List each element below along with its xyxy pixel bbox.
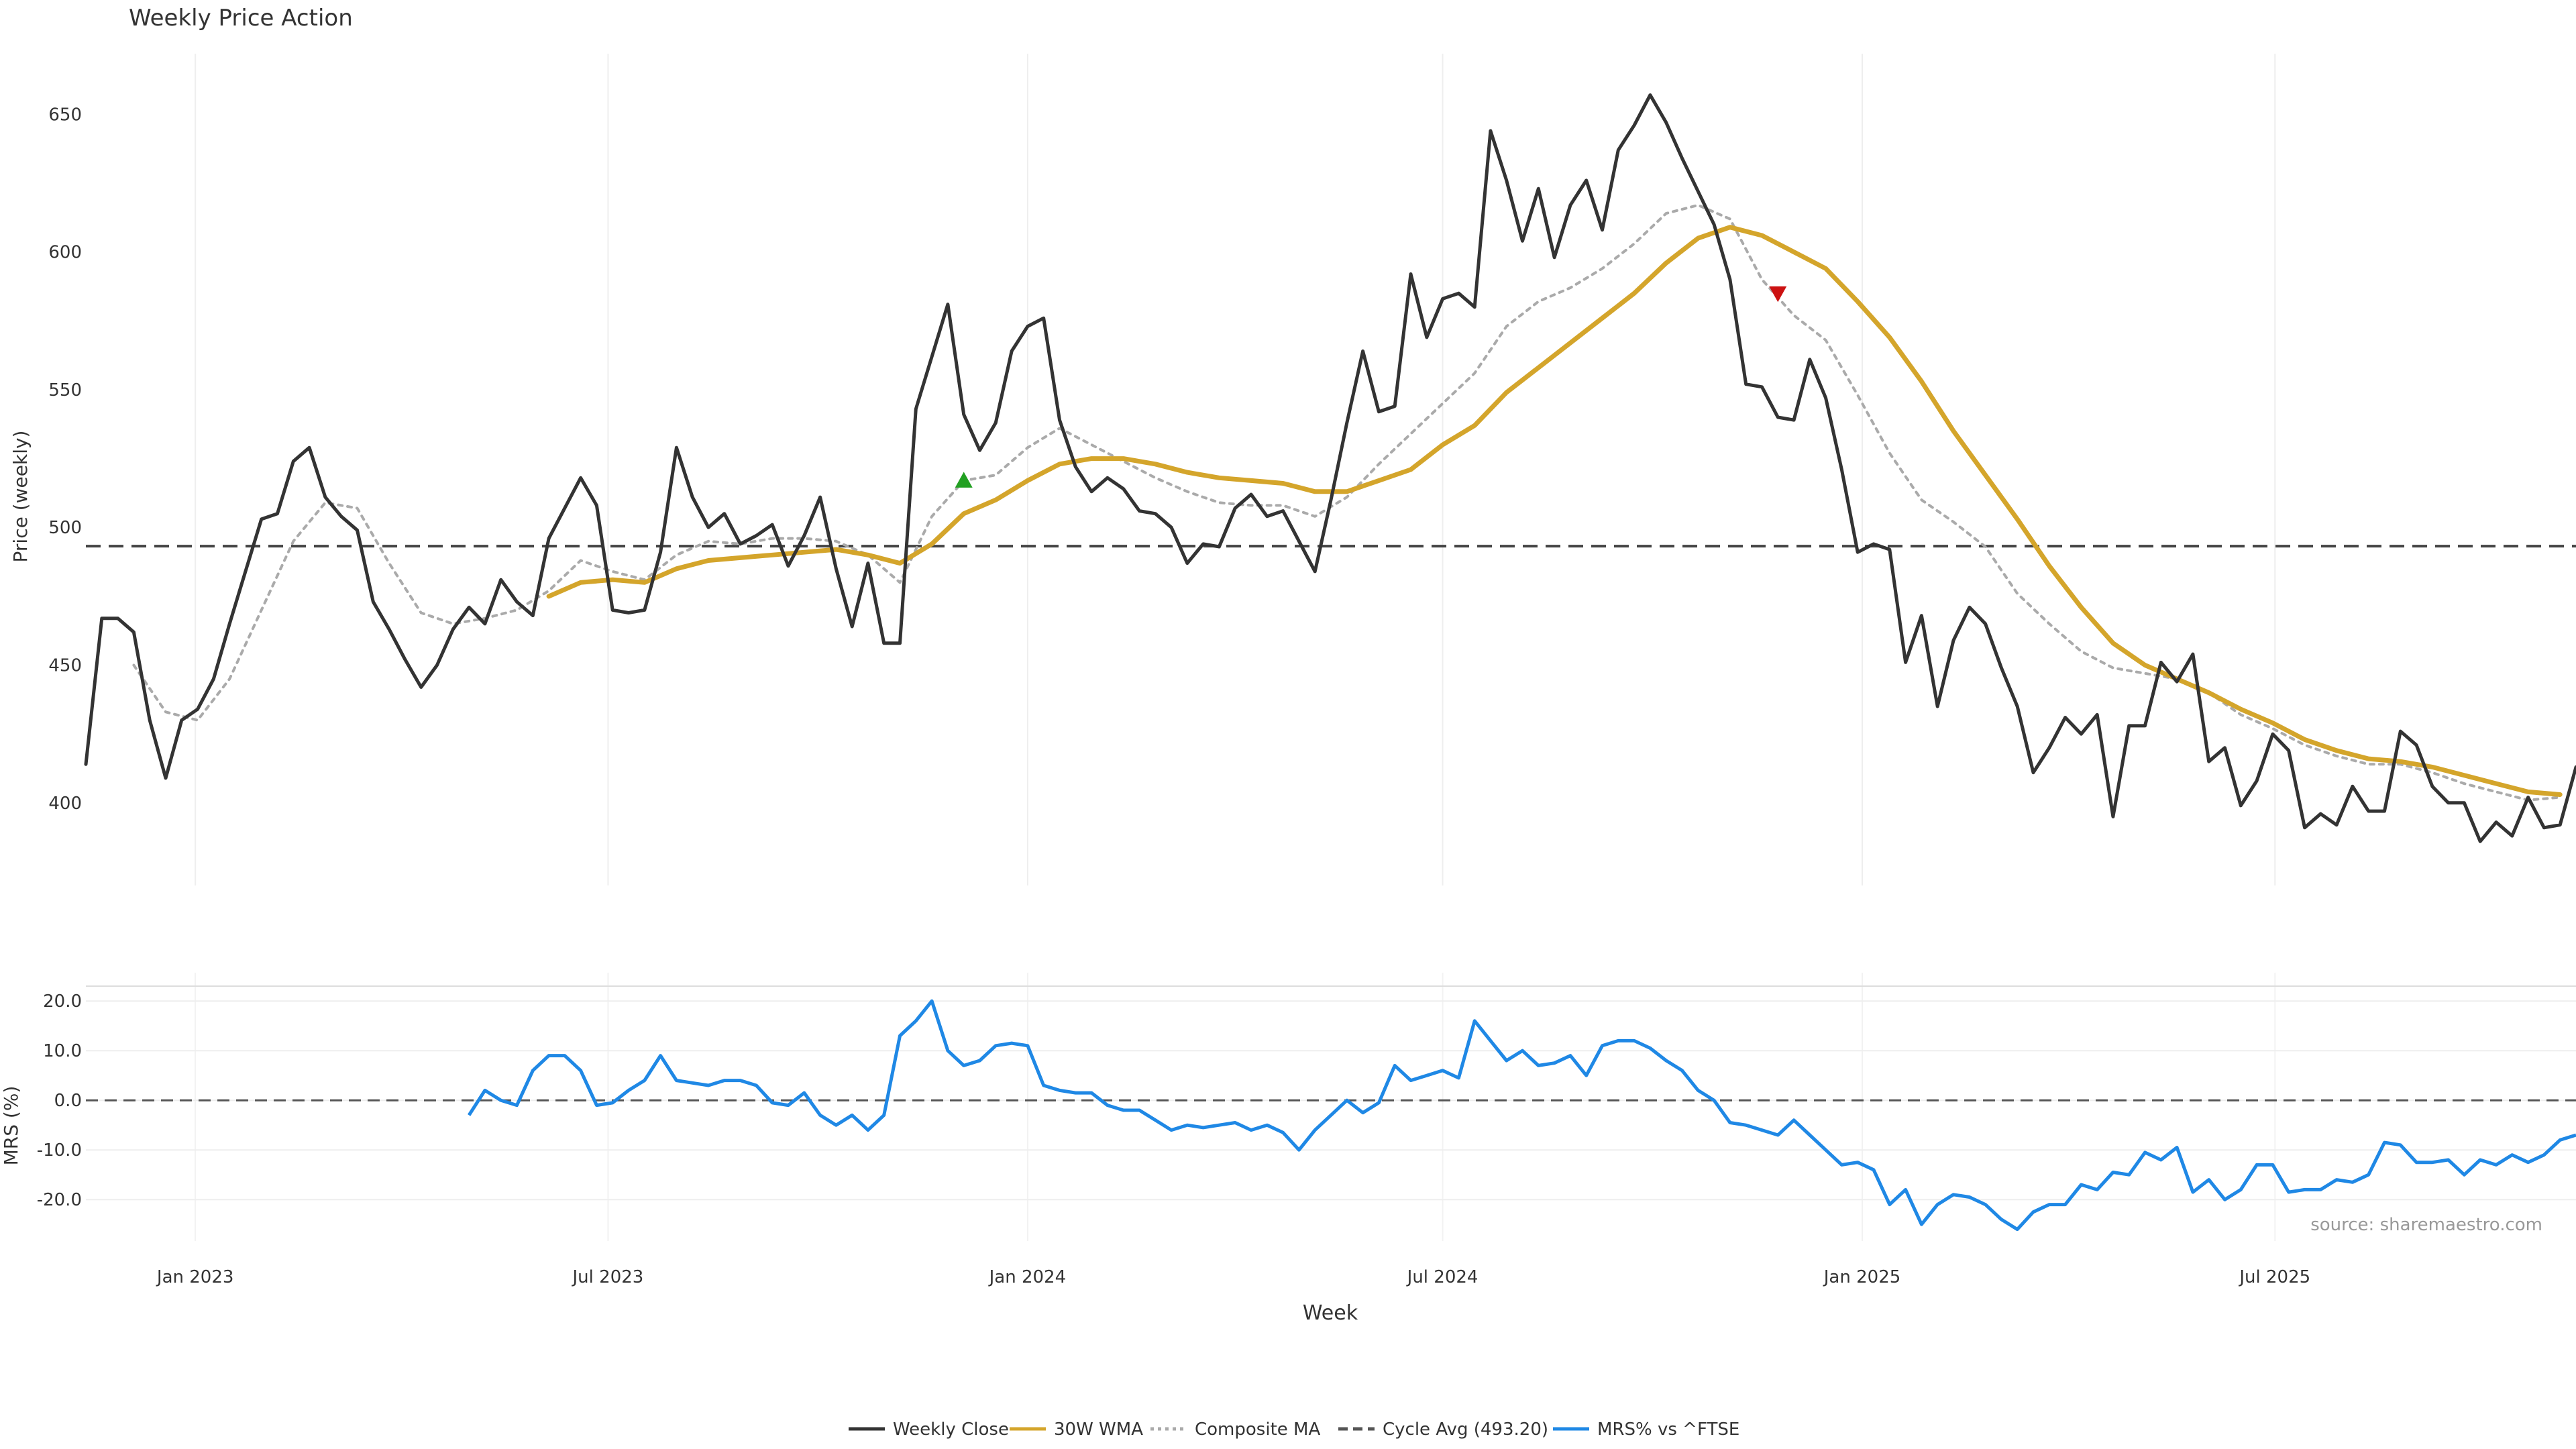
mrs-y-axis: 20.0 10.0 0.0 -10.0 -20.0 [37, 991, 82, 1210]
mrs-y-tick-4: -20.0 [37, 1190, 82, 1210]
x-tick-label-5: Jul 2025 [2238, 1267, 2310, 1287]
signal-markers [955, 286, 1787, 488]
legend: Weekly Close 30W WMA Composite MA Cycle Avg… [849, 1419, 1739, 1440]
price-y-tick-1: 450 [48, 656, 82, 676]
mrs-y-tick-3: -10.0 [37, 1140, 82, 1161]
sell-signal-marker [1769, 286, 1787, 303]
x-tick-label-4: Jan 2025 [1823, 1267, 1901, 1287]
chart-title: Weekly Price Action [129, 5, 353, 32]
source-note: source: sharemaestro.com [2310, 1215, 2542, 1235]
legend-label-3: Cycle Avg (493.20) [1383, 1419, 1548, 1440]
price-y-tick-3: 550 [48, 380, 82, 400]
weekly-close-line [84, 93, 2576, 843]
price-y-tick-2: 500 [48, 518, 82, 538]
grid-lines [86, 54, 2576, 1241]
price-y-axis: 400 450 500 550 600 650 [48, 105, 82, 813]
mrs-line [467, 999, 2576, 1232]
mrs-y-tick-2: 0.0 [54, 1091, 82, 1111]
30w-wma-line [546, 225, 2563, 797]
x-tick-label-0: Jan 2023 [156, 1267, 234, 1287]
mrs-y-axis-label: MRS (%) [0, 1086, 22, 1166]
mrs-y-tick-1: 10.0 [43, 1041, 82, 1061]
mrs-y-tick-0: 20.0 [43, 991, 82, 1012]
buy-signal-marker [955, 472, 973, 488]
price-y-axis-label: Price (weekly) [9, 431, 32, 563]
legend-label-2: Composite MA [1195, 1419, 1320, 1440]
legend-label-0: Weekly Close [893, 1419, 1009, 1440]
x-tick-label-3: Jul 2024 [1406, 1267, 1479, 1287]
x-axis-ticks: Jan 2023 Jul 2023 Jan 2024 Jul 2024 Jan 2025… [156, 1267, 2310, 1287]
x-axis-label: Week [1303, 1301, 1358, 1325]
series-lines [84, 93, 2576, 1232]
x-tick-label-2: Jan 2024 [988, 1267, 1067, 1287]
price-y-tick-4: 600 [48, 243, 82, 263]
x-tick-label-1: Jul 2023 [572, 1267, 644, 1287]
price-y-tick-0: 400 [48, 794, 82, 814]
price-y-tick-5: 650 [48, 105, 82, 125]
legend-label-4: MRS% vs ^FTSE [1597, 1419, 1739, 1440]
legend-label-1: 30W WMA [1054, 1419, 1143, 1440]
